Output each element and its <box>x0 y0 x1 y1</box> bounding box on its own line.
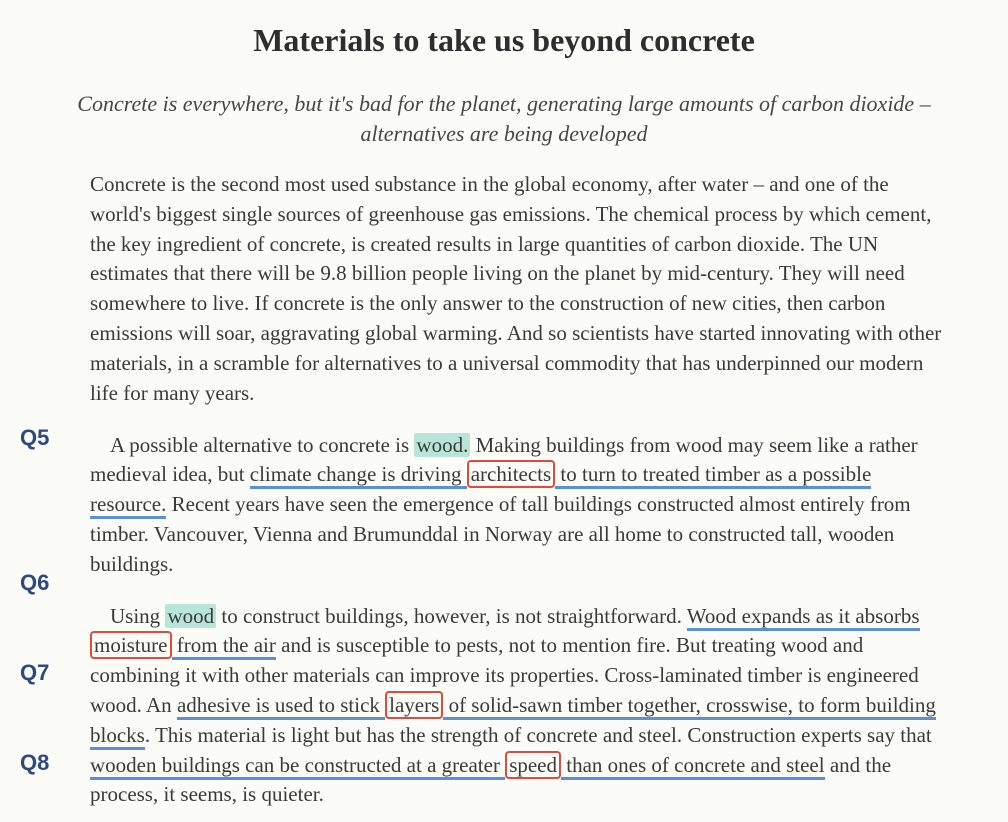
underline-q8-post: than ones of concrete and steel <box>561 753 825 780</box>
answer-box-layers: layers <box>385 691 443 719</box>
highlight-wood: wood. <box>414 433 470 457</box>
doc-subtitle: Concrete is everywhere, but it's bad for… <box>30 89 978 148</box>
document-page: Materials to take us beyond concrete Con… <box>0 0 1008 822</box>
question-label-q7: Q7 <box>20 660 49 686</box>
highlight-wood: wood <box>165 604 216 628</box>
answer-box-moisture: moisture <box>90 631 172 659</box>
underline-q8-pre: wooden buildings can be constructed at a… <box>90 753 505 780</box>
underline-q6-post: from the air <box>172 633 276 660</box>
body-text-column: Concrete is the second most used substan… <box>90 170 948 822</box>
body-text: A possible alternative to concrete is <box>110 433 414 457</box>
body-text: Concrete is the second most used substan… <box>90 172 941 405</box>
answer-box-architects: architects <box>467 460 555 488</box>
body-text: . This material is light but has the str… <box>145 723 932 747</box>
body-text: Using <box>110 604 165 628</box>
body-text: Recent years have seen the emergence of … <box>90 492 911 576</box>
paragraph-3: Using wood to construct buildings, howev… <box>90 602 948 811</box>
underline-q6-pre: Wood expands as it absorbs <box>687 604 920 631</box>
paragraph-1: Concrete is the second most used substan… <box>90 170 948 409</box>
underline-q7-pre: adhesive is used to stick <box>177 693 385 720</box>
body-text: to construct buildings, however, is not … <box>216 604 687 628</box>
paragraph-2: A possible alternative to concrete is wo… <box>90 431 948 580</box>
doc-title: Materials to take us beyond concrete <box>0 0 1008 59</box>
question-label-q5: Q5 <box>20 425 49 451</box>
question-label-q6: Q6 <box>20 570 49 596</box>
underline-q5-pre: climate change is driving <box>250 462 467 489</box>
question-label-q8: Q8 <box>20 750 49 776</box>
answer-box-speed: speed <box>505 751 561 779</box>
